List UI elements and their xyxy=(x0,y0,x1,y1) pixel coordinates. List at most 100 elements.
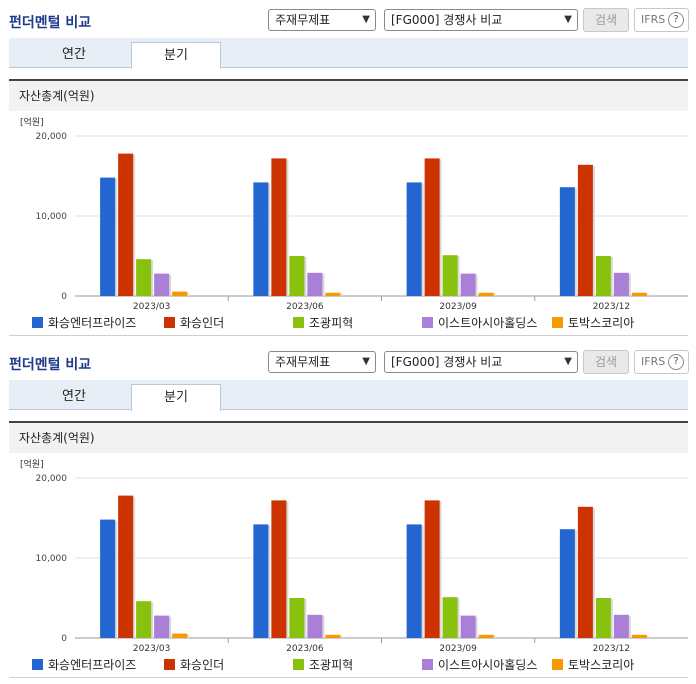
x-tick-label: 2023/09 xyxy=(439,644,477,653)
y-tick-label: 0 xyxy=(61,634,67,644)
legend-swatch xyxy=(164,317,175,328)
bar xyxy=(325,292,341,296)
bar xyxy=(442,255,458,296)
legend-swatch xyxy=(32,317,43,328)
bar xyxy=(595,256,611,296)
bar xyxy=(577,506,593,638)
legend-label: 토박스코리아 xyxy=(568,658,635,672)
x-tick-label: 2023/12 xyxy=(593,644,630,653)
bar xyxy=(577,164,593,296)
bar xyxy=(460,615,476,638)
legend-item[interactable]: 화승인더 xyxy=(164,656,224,673)
legend-item[interactable]: 화승인더 xyxy=(164,314,224,331)
tab-quarterly[interactable]: 분기 xyxy=(131,384,221,411)
ifrs-button[interactable]: IFRS ? xyxy=(634,350,689,374)
panel-title: 펀더멘털 비교 xyxy=(9,15,92,31)
legend-label: 이스트아시아홀딩스 xyxy=(438,658,538,672)
bar xyxy=(271,500,287,638)
ifrs-label: IFRS xyxy=(641,355,666,368)
bar xyxy=(631,634,647,638)
legend-item[interactable]: 화승엔터프라이즈 xyxy=(32,314,136,331)
legend-label: 이스트아시아홀딩스 xyxy=(438,316,538,330)
statement-type-select[interactable]: 주재무제표 ▼ xyxy=(268,9,376,31)
legend-item[interactable]: 토박스코리아 xyxy=(552,656,634,673)
y-tick-label: 20,000 xyxy=(36,474,68,484)
bar xyxy=(307,614,323,638)
chevron-down-icon: ▼ xyxy=(564,14,572,25)
chart-legend: 화승엔터프라이즈 화승인더 조광피혁 이스트아시아홀딩스 토박스코리아 xyxy=(9,654,688,674)
statement-type-select[interactable]: 주재무제표 ▼ xyxy=(268,351,376,373)
fundamental-panel-2: 펀더멘털 비교 주재무제표 ▼ [FG000] 경쟁사 비교 ▼ 검색 IFRS… xyxy=(0,342,696,684)
tab-annual[interactable]: 연간 xyxy=(62,47,86,62)
chart-unit-label: [억원] xyxy=(20,458,44,470)
chart-svg: [억원] 0 10,000 20,000 2023/03 2023/06 2023/09 20… xyxy=(20,458,688,653)
bar xyxy=(172,633,188,638)
bar xyxy=(154,273,170,296)
legend-swatch xyxy=(552,659,563,670)
legend-swatch xyxy=(422,659,433,670)
ifrs-label: IFRS xyxy=(641,13,666,26)
bar xyxy=(100,519,116,638)
legend-item[interactable]: 이스트아시아홀딩스 xyxy=(422,656,537,673)
y-tick-label: 10,000 xyxy=(36,212,68,222)
bar xyxy=(613,272,629,296)
period-tabs: 연간 분기 xyxy=(9,380,688,411)
question-circle-icon[interactable]: ? xyxy=(668,12,684,28)
legend-label: 토박스코리아 xyxy=(568,316,635,330)
bar xyxy=(118,495,134,638)
statement-type-value: 주재무제표 xyxy=(275,13,331,27)
peer-group-select[interactable]: [FG000] 경쟁사 비교 ▼ xyxy=(384,351,578,373)
bar xyxy=(271,158,287,296)
peer-group-select[interactable]: [FG000] 경쟁사 비교 ▼ xyxy=(384,9,578,31)
bar xyxy=(478,292,494,296)
legend-swatch xyxy=(293,659,304,670)
total-assets-chart: [억원] 0 10,000 20,000 2023/03 2023/06 2023/09 20… xyxy=(9,453,688,678)
x-tick-label: 2023/03 xyxy=(133,644,170,653)
legend-item[interactable]: 조광피혁 xyxy=(293,314,353,331)
panel-title: 펀더멘털 비교 xyxy=(9,357,92,373)
legend-swatch xyxy=(32,659,43,670)
bar xyxy=(613,614,629,638)
search-button[interactable]: 검색 xyxy=(583,350,629,374)
legend-swatch xyxy=(164,659,175,670)
bar xyxy=(442,597,458,638)
legend-item[interactable]: 조광피혁 xyxy=(293,656,353,673)
bar xyxy=(172,291,188,296)
tab-quarterly[interactable]: 분기 xyxy=(131,42,221,69)
chart-unit-label: [억원] xyxy=(20,116,44,128)
tab-annual[interactable]: 연간 xyxy=(62,389,86,404)
period-tabs: 연간 분기 xyxy=(9,38,688,69)
chart-legend: 화승엔터프라이즈 화승인더 조광피혁 이스트아시아홀딩스 토박스코리아 xyxy=(9,312,688,332)
bar xyxy=(631,292,647,296)
bar xyxy=(253,524,269,638)
legend-item[interactable]: 이스트아시아홀딩스 xyxy=(422,314,537,331)
fundamental-panel-1: 펀더멘털 비교 주재무제표 ▼ [FG000] 경쟁사 비교 ▼ 검색 IFRS… xyxy=(9,8,689,336)
question-circle-icon[interactable]: ? xyxy=(668,354,684,370)
x-tick-label: 2023/03 xyxy=(133,302,170,311)
peer-group-value: [FG000] 경쟁사 비교 xyxy=(391,355,503,369)
y-tick-label: 0 xyxy=(61,292,67,302)
chart-svg: [억원] 0 10,000 20,000 2023/03 2023/06 2023/09 20… xyxy=(20,116,688,311)
bar xyxy=(136,259,152,296)
section-title: 자산총계(억원) xyxy=(9,421,688,453)
bar xyxy=(154,615,170,638)
bar xyxy=(289,256,305,296)
bar xyxy=(307,272,323,296)
bar xyxy=(325,634,341,638)
legend-item[interactable]: 화승엔터프라이즈 xyxy=(32,656,136,673)
y-tick-label: 10,000 xyxy=(36,554,68,564)
ifrs-button[interactable]: IFRS ? xyxy=(634,8,689,32)
legend-item[interactable]: 토박스코리아 xyxy=(552,314,634,331)
section-title: 자산총계(억원) xyxy=(9,79,688,111)
bar xyxy=(136,601,152,638)
search-button[interactable]: 검색 xyxy=(583,8,629,32)
legend-swatch xyxy=(422,317,433,328)
y-tick-label: 20,000 xyxy=(36,132,68,142)
bar xyxy=(100,177,116,296)
bar xyxy=(478,634,494,638)
legend-label: 조광피혁 xyxy=(309,316,354,330)
bar xyxy=(559,187,575,296)
bar xyxy=(424,500,440,638)
statement-type-value: 주재무제표 xyxy=(275,355,331,369)
bar xyxy=(118,153,134,296)
